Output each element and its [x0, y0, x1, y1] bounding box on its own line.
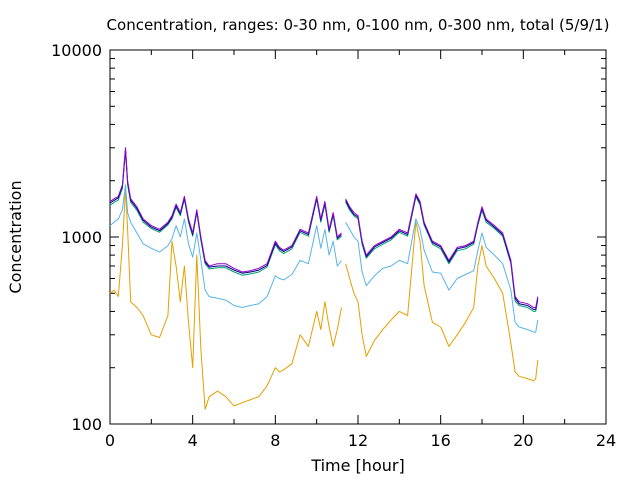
x-axis: 0 4 8 12 16 20 24 — [105, 50, 616, 450]
y-tick-label: 100 — [71, 415, 102, 434]
series-line-5 — [109, 188, 539, 410]
x-tick-label: 8 — [270, 431, 280, 450]
series-line-2 — [109, 148, 539, 310]
y-axis: 100 1000 10000 — [51, 41, 606, 434]
y-axis-label: Concentration — [6, 180, 25, 293]
x-tick-label: 16 — [430, 431, 450, 450]
series-layer — [109, 147, 539, 410]
x-tick-label: 20 — [513, 431, 533, 450]
y-tick-label: 1000 — [61, 228, 102, 247]
plot-frame — [109, 49, 607, 425]
y-tick-label: 10000 — [51, 41, 102, 60]
x-tick-label: 0 — [105, 431, 115, 450]
chart-title: Concentration, ranges: 0-30 nm, 0-100 nm… — [107, 16, 610, 34]
x-axis-label: Time [hour] — [310, 456, 404, 475]
series-line-1 — [109, 147, 539, 308]
x-tick-label: 24 — [596, 431, 616, 450]
x-tick-label: 4 — [188, 431, 198, 450]
x-tick-label: 12 — [348, 431, 368, 450]
series-line-4 — [109, 184, 539, 333]
